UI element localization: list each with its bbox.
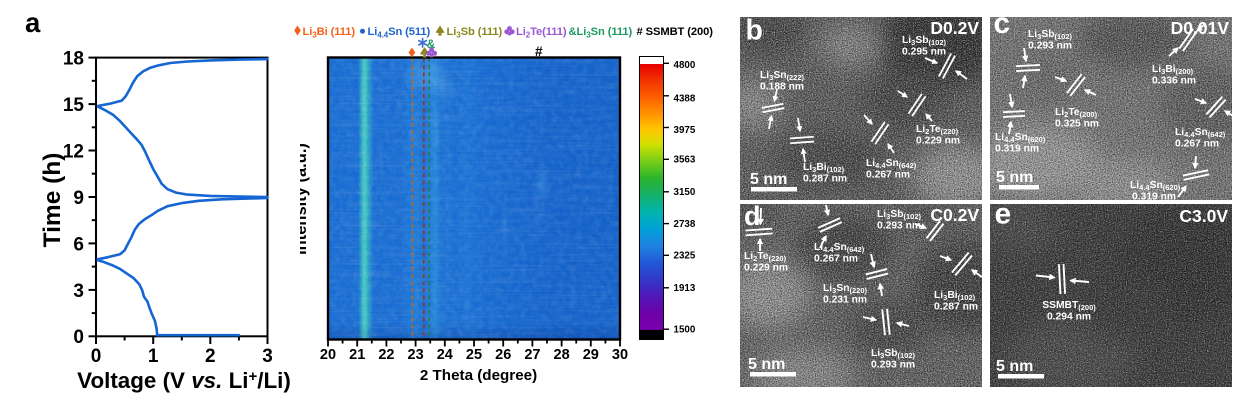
svg-text:0.188 nm: 0.188 nm [760, 82, 804, 93]
svg-text:1: 1 [148, 346, 159, 367]
svg-text:Voltage (V vs. Li+/Li): Voltage (V vs. Li+/Li) [77, 368, 291, 393]
svg-text:1500: 1500 [674, 325, 696, 336]
svg-text:Li4.4Sn(642): Li4.4Sn(642) [814, 242, 865, 254]
svg-text:27: 27 [524, 347, 540, 363]
svg-text:SSMBT(200): SSMBT(200) [1042, 300, 1096, 312]
svg-text:# SSMBT (200): # SSMBT (200) [637, 26, 714, 38]
svg-text:Li3Sb(102): Li3Sb(102) [877, 209, 922, 221]
svg-text:0.293 nm: 0.293 nm [877, 221, 921, 232]
svg-text:Li3Sn(222): Li3Sn(222) [760, 70, 805, 82]
svg-text:0.319 nm: 0.319 nm [1132, 192, 1176, 203]
svg-text:1913: 1913 [674, 283, 696, 294]
svg-text:0.319 nm: 0.319 nm [995, 144, 1039, 155]
svg-text:0.267 nm: 0.267 nm [1175, 139, 1219, 150]
svg-text:3150: 3150 [674, 187, 696, 198]
svg-text:0: 0 [91, 346, 102, 367]
svg-text:d: d [744, 201, 761, 231]
svg-text:&Li3Sn (111): &Li3Sn (111) [569, 26, 633, 39]
svg-text:Li3Sb(102): Li3Sb(102) [871, 348, 916, 360]
svg-text:5 nm: 5 nm [996, 358, 1033, 375]
svg-text:Li3Bi (111): Li3Bi (111) [303, 26, 356, 39]
svg-text:9: 9 [73, 188, 84, 209]
svg-text:Li3Bi(200): Li3Bi(200) [1152, 64, 1194, 76]
svg-text:b: b [746, 17, 763, 47]
svg-text:5 nm: 5 nm [750, 171, 787, 188]
svg-text:28: 28 [554, 347, 570, 363]
svg-text:0.295 nm: 0.295 nm [902, 47, 946, 58]
svg-text:0.336 nm: 0.336 nm [1152, 76, 1196, 87]
svg-text:C0.2V: C0.2V [930, 205, 979, 225]
svg-text:2: 2 [205, 346, 216, 367]
svg-text:3563: 3563 [674, 155, 696, 166]
svg-text:25: 25 [466, 347, 482, 363]
svg-text:5 nm: 5 nm [996, 169, 1033, 186]
svg-text:3975: 3975 [674, 125, 696, 136]
svg-text:21: 21 [349, 347, 365, 363]
svg-text:0.287 nm: 0.287 nm [803, 174, 847, 185]
svg-text:0.293 nm: 0.293 nm [1028, 41, 1072, 52]
svg-text:0.229 nm: 0.229 nm [744, 263, 788, 274]
svg-text:0.229 nm: 0.229 nm [916, 136, 960, 147]
svg-text:29: 29 [583, 347, 599, 363]
svg-text:0.231 nm: 0.231 nm [823, 295, 867, 306]
svg-text:Li3Sb (111): Li3Sb (111) [447, 26, 503, 39]
svg-text:24: 24 [437, 347, 453, 363]
svg-text:4388: 4388 [674, 93, 696, 104]
svg-text:Li3Bi(102): Li3Bi(102) [934, 290, 976, 302]
svg-text:18: 18 [63, 49, 84, 70]
svg-text:Li4.4Sn(620): Li4.4Sn(620) [995, 132, 1046, 144]
svg-text:D0.2V: D0.2V [930, 18, 979, 38]
svg-text:0.293 nm: 0.293 nm [871, 360, 915, 371]
svg-text:0: 0 [73, 327, 84, 348]
svg-text:&: & [427, 37, 436, 51]
svg-text:Intensity (a.u.): Intensity (a.u.) [300, 143, 310, 255]
svg-text:Li3Sb(102): Li3Sb(102) [1028, 29, 1073, 41]
svg-text:Li3Bi(102): Li3Bi(102) [803, 162, 845, 174]
svg-text:#: # [535, 44, 543, 58]
svg-text:0.267 nm: 0.267 nm [866, 170, 910, 181]
svg-text:Li4.4Sn(642): Li4.4Sn(642) [1175, 127, 1226, 139]
svg-text:C3.0V: C3.0V [1179, 206, 1228, 226]
svg-text:6: 6 [73, 234, 84, 255]
svg-text:30: 30 [612, 347, 628, 363]
svg-text:0.325 nm: 0.325 nm [1055, 119, 1099, 130]
svg-text:Li2Te(200): Li2Te(200) [1055, 107, 1098, 119]
svg-text:22: 22 [378, 347, 394, 363]
svg-text:e: e [995, 198, 1012, 231]
svg-text:Li3Sn(220): Li3Sn(220) [823, 283, 868, 295]
svg-text:20: 20 [320, 347, 336, 363]
svg-text:2738: 2738 [674, 219, 696, 230]
svg-text:3: 3 [262, 346, 273, 367]
svg-text:5 nm: 5 nm [748, 356, 785, 373]
svg-text:2 Theta (degree): 2 Theta (degree) [420, 367, 537, 384]
svg-text:c: c [994, 17, 1010, 40]
svg-text:15: 15 [63, 95, 85, 116]
svg-text:Li2Te(220): Li2Te(220) [916, 124, 959, 136]
svg-text:2325: 2325 [674, 251, 696, 262]
svg-text:3: 3 [73, 281, 84, 302]
svg-text:0.294 nm: 0.294 nm [1047, 312, 1091, 323]
svg-text:0.287 nm: 0.287 nm [934, 302, 978, 313]
svg-text:Li4.4Sn(642): Li4.4Sn(642) [866, 158, 917, 170]
svg-text:Li2Te(220): Li2Te(220) [744, 251, 787, 263]
svg-text:4800: 4800 [674, 60, 696, 71]
svg-text:26: 26 [495, 347, 511, 363]
svg-text:0.267 nm: 0.267 nm [814, 254, 858, 265]
svg-text:Li4.4Sn(620): Li4.4Sn(620) [1130, 180, 1181, 192]
svg-text:12: 12 [63, 142, 84, 163]
svg-text:23: 23 [408, 347, 424, 363]
svg-text:Li3Sb(102): Li3Sb(102) [902, 35, 947, 47]
svg-text:Time (h): Time (h) [39, 153, 66, 248]
